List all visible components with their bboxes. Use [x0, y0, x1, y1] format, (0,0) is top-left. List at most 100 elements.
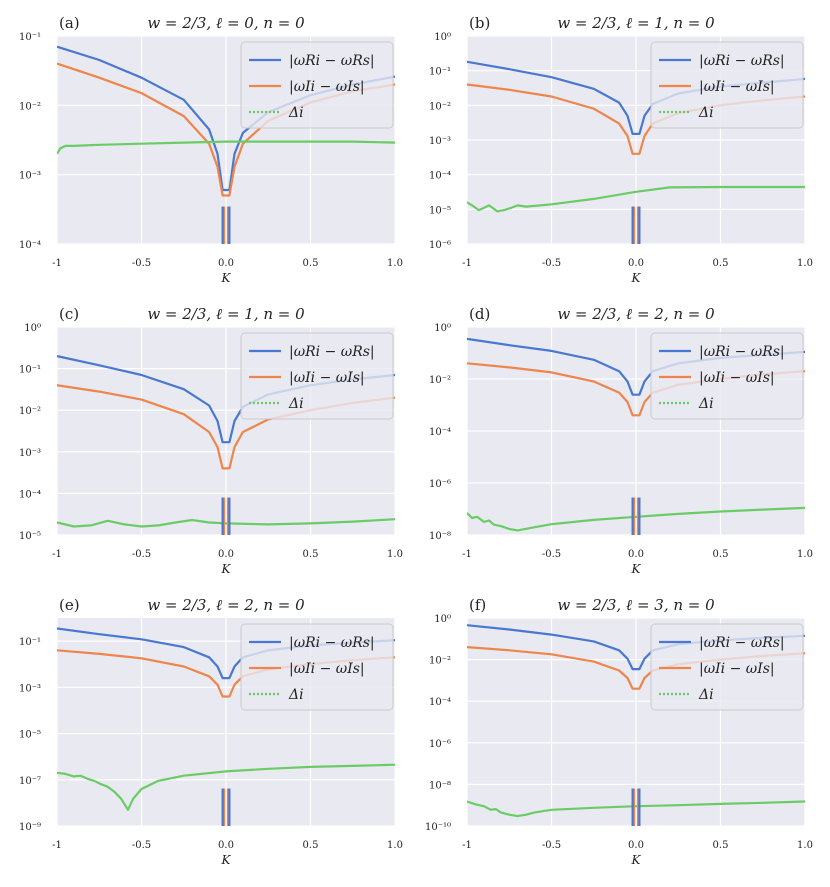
x-tick-label: 1.0 — [387, 840, 403, 851]
y-tick-label: 10⁰ — [434, 323, 451, 334]
chart-panel-2: -1 -0.5 0.0 0.5 1.0 10⁻⁶ 10⁻⁵ 10⁻⁴ 10⁻³ 10⁻² 10⁻¹ 1… — [429, 14, 813, 285]
x-tick-label: 0.5 — [303, 549, 319, 560]
x-tick-label: 1.0 — [797, 840, 813, 851]
x-axis-label: K — [221, 853, 232, 867]
y-tick-label: 10⁻³ — [19, 171, 41, 182]
panel-title: w = 2/3, ℓ = 0, n = 0 — [147, 14, 305, 32]
x-tick-label: 0.5 — [713, 840, 729, 851]
x-axis-label: K — [631, 562, 642, 576]
delta-line — [467, 506, 805, 532]
panel-title: w = 2/3, ℓ = 2, n = 0 — [557, 305, 715, 323]
x-tick-label: 0.5 — [713, 549, 729, 560]
x-tick-label: 1.0 — [387, 549, 403, 560]
panel-label: (d) — [469, 305, 490, 323]
y-tick-label: 10⁻⁵ — [19, 730, 41, 741]
x-tick-label: -0.5 — [132, 258, 151, 269]
chart-panel-3: -1 -0.5 0.0 0.5 1.0 10⁻⁵ 10⁻⁴ 10⁻³ 10⁻² 10⁻¹ 10⁰ K (… — [19, 305, 403, 576]
legend-label-real-part-line: |ωRi − ωRs| — [289, 344, 375, 360]
panel-title: w = 2/3, ℓ = 3, n = 0 — [557, 596, 715, 614]
legend: |ωRi − ωRs| |ωIi − ωIs| Δi — [240, 623, 394, 711]
legend-label-imag-part-line: |ωIi − ωIs| — [699, 370, 775, 386]
legend-label-delta-line: Δi — [698, 396, 714, 412]
y-tick-label: 10⁻² — [429, 656, 451, 667]
y-tick-label: 10⁻⁹ — [19, 822, 41, 833]
legend-label-real-part-line: |ωRi − ωRs| — [289, 635, 375, 651]
legend-box — [650, 41, 804, 129]
y-tick-label: 10⁻¹ — [19, 365, 41, 376]
legend-box — [650, 332, 804, 420]
y-tick-label: 10⁻² — [429, 375, 451, 386]
legend-box — [240, 41, 394, 129]
x-axis-label: K — [631, 853, 642, 867]
delta-line — [57, 140, 395, 155]
y-tick-label: 10⁻⁷ — [19, 776, 41, 787]
legend-box — [240, 623, 394, 711]
x-tick-label: 0.0 — [628, 549, 644, 560]
legend: |ωRi − ωRs| |ωIi − ωIs| Δi — [650, 332, 804, 420]
legend-label-imag-part-line: |ωIi − ωIs| — [289, 370, 365, 386]
legend-label-real-part-line: |ωRi − ωRs| — [289, 53, 375, 69]
y-tick-label: 10⁻⁶ — [429, 479, 451, 490]
x-tick-label: 1.0 — [797, 549, 813, 560]
legend-label-imag-part-line: |ωIi − ωIs| — [289, 661, 365, 677]
y-tick-label: 10⁻⁸ — [429, 531, 451, 542]
x-tick-label: 1.0 — [797, 258, 813, 269]
y-tick-label: 10⁰ — [434, 32, 451, 43]
panel-label: (c) — [59, 305, 79, 323]
legend-label-delta-line: Δi — [288, 687, 304, 703]
legend: |ωRi − ωRs| |ωIi − ωIs| Δi — [650, 623, 804, 711]
y-tick-label: 10⁻³ — [19, 448, 41, 459]
legend-label-real-part-line: |ωRi − ωRs| — [699, 635, 785, 651]
x-tick-label: -1 — [462, 840, 472, 851]
legend: |ωRi − ωRs| |ωIi − ωIs| Δi — [240, 332, 394, 420]
legend-label-delta-line: Δi — [698, 105, 714, 121]
x-tick-label: 0.0 — [218, 549, 234, 560]
y-tick-label: 10⁻³ — [19, 683, 41, 694]
delta-line — [467, 185, 805, 213]
legend-label-imag-part-line: |ωIi − ωIs| — [289, 79, 365, 95]
y-tick-label: 10⁻⁵ — [429, 205, 451, 216]
legend-label-delta-line: Δi — [288, 105, 304, 121]
x-tick-label: -0.5 — [542, 258, 561, 269]
x-tick-label: -0.5 — [132, 840, 151, 851]
x-tick-label: 0.0 — [218, 258, 234, 269]
delta-line — [57, 763, 395, 811]
y-tick-label: 10⁻¹⁰ — [425, 822, 451, 833]
x-tick-label: 0.0 — [218, 840, 234, 851]
x-tick-label: -0.5 — [542, 840, 561, 851]
chart-panel-4: -1 -0.5 0.0 0.5 1.0 10⁻⁸ 10⁻⁶ 10⁻⁴ 10⁻² 10⁰ K (d) w … — [429, 305, 813, 576]
y-tick-label: 10⁻⁶ — [429, 240, 451, 251]
panel-title: w = 2/3, ℓ = 2, n = 0 — [147, 596, 305, 614]
legend-box — [240, 332, 394, 420]
y-tick-label: 10⁻⁴ — [429, 697, 451, 708]
x-tick-label: 0.0 — [628, 258, 644, 269]
y-tick-label: 10⁻⁴ — [19, 489, 41, 500]
y-tick-label: 10⁻⁴ — [19, 240, 41, 251]
panel-title: w = 2/3, ℓ = 1, n = 0 — [557, 14, 715, 32]
x-axis-label: K — [221, 271, 232, 285]
legend-label-imag-part-line: |ωIi − ωIs| — [699, 661, 775, 677]
delta-line — [57, 518, 395, 528]
y-tick-label: 10⁻⁸ — [429, 780, 451, 791]
panel-title: w = 2/3, ℓ = 1, n = 0 — [147, 305, 305, 323]
legend-box — [650, 623, 804, 711]
legend-label-delta-line: Δi — [698, 687, 714, 703]
y-tick-label: 10⁻² — [429, 101, 451, 112]
panel-label: (a) — [59, 14, 80, 32]
x-tick-label: -1 — [52, 258, 62, 269]
x-tick-label: -1 — [52, 549, 62, 560]
x-tick-label: -1 — [52, 840, 62, 851]
x-tick-label: 0.5 — [303, 840, 319, 851]
chart-panel-6: -1 -0.5 0.0 0.5 1.0 10⁻¹⁰ 10⁻⁸ 10⁻⁶ 10⁻⁴ 10⁻² 10⁰ K… — [425, 596, 813, 867]
y-tick-label: 10⁻² — [19, 406, 41, 417]
x-tick-label: 1.0 — [387, 258, 403, 269]
legend-label-real-part-line: |ωRi − ωRs| — [699, 344, 785, 360]
x-axis-label: K — [631, 271, 642, 285]
legend-label-real-part-line: |ωRi − ωRs| — [699, 53, 785, 69]
y-tick-label: 10⁻¹ — [19, 637, 41, 648]
chart-panel-1: -1 -0.5 0.0 0.5 1.0 10⁻⁴ 10⁻³ 10⁻² 10⁻¹ K (a) w = 2… — [19, 14, 403, 285]
legend-label-delta-line: Δi — [288, 396, 304, 412]
delta-line — [467, 800, 805, 818]
y-tick-label: 10⁻⁶ — [429, 739, 451, 750]
